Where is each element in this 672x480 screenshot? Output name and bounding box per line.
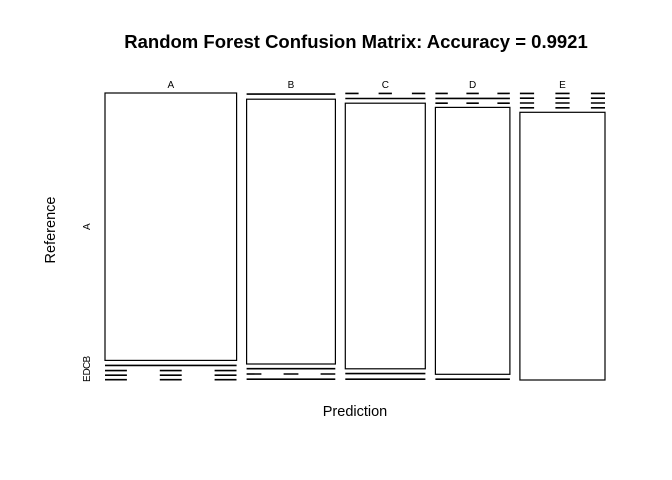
x-tick-label: D xyxy=(469,80,476,91)
y-axis-title: Reference xyxy=(43,197,59,264)
y-tick-label: E xyxy=(82,375,93,382)
x-tick-label: E xyxy=(559,80,566,91)
x-tick-label: A xyxy=(167,80,174,91)
mosaic-cell xyxy=(519,111,606,381)
chart-title: Random Forest Confusion Matrix: Accuracy… xyxy=(124,31,588,52)
mosaic-cell xyxy=(246,98,337,365)
x-tick-label: C xyxy=(382,80,389,91)
y-tick-label: D xyxy=(82,368,93,375)
y-tick-label: C xyxy=(82,362,93,369)
x-tick-label: B xyxy=(288,80,295,91)
mosaic-cell xyxy=(344,102,426,370)
x-tick-labels: A B C D E xyxy=(167,80,566,91)
x-axis-title: Prediction xyxy=(323,404,387,420)
y-tick-label: B xyxy=(82,356,93,363)
mosaic-cells xyxy=(104,92,606,381)
mosaic-cell xyxy=(104,92,238,361)
y-tick-label: A xyxy=(82,223,93,230)
mosaic-cell xyxy=(434,106,511,375)
